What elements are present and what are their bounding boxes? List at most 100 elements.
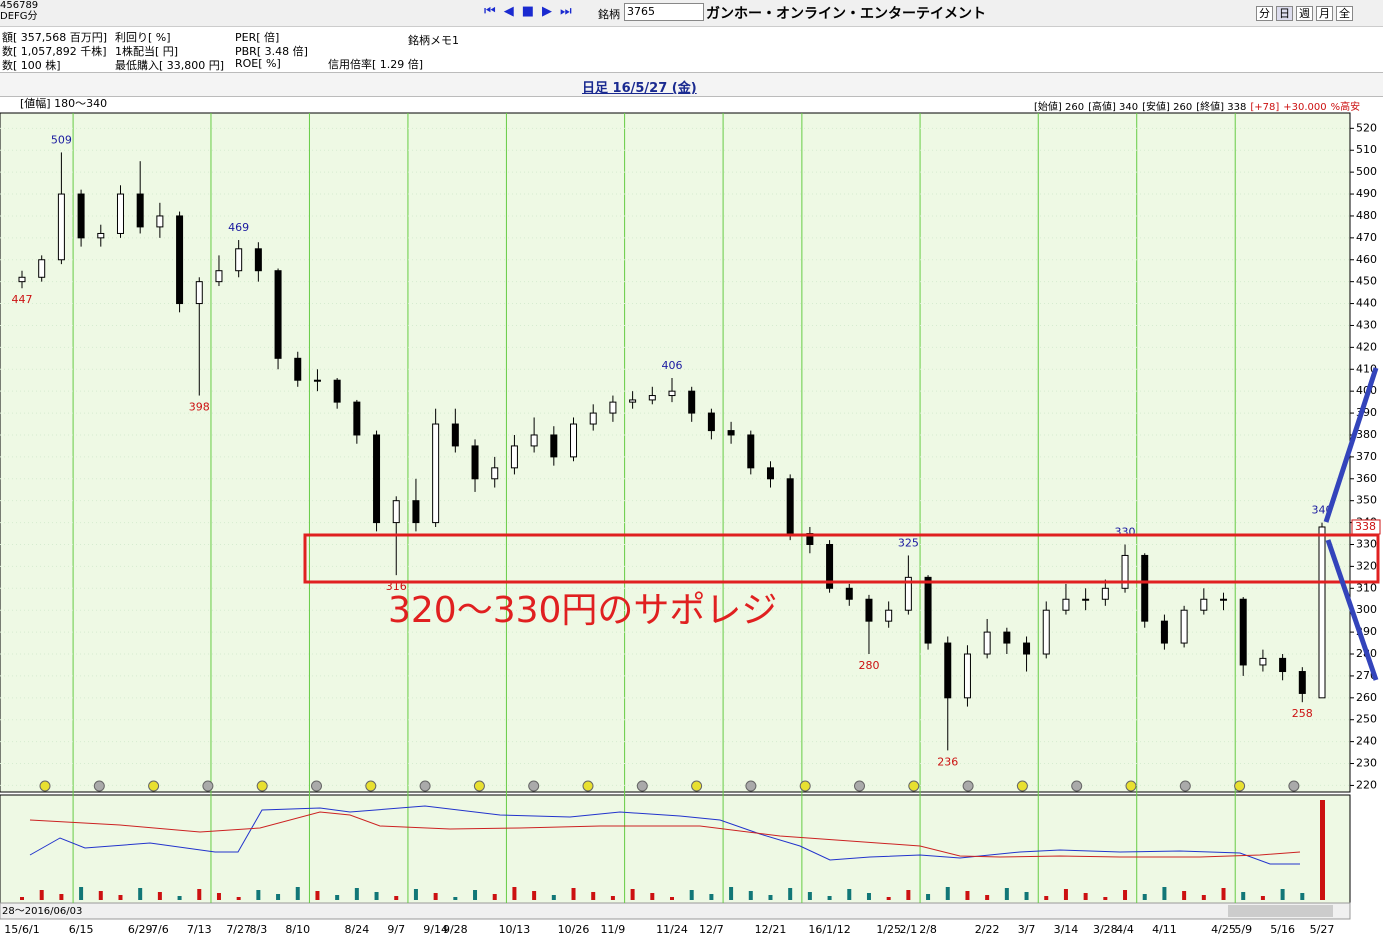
period-button[interactable]: 分 xyxy=(1256,6,1273,21)
x-tick-label: 9/7 xyxy=(387,923,405,936)
period-button[interactable]: 全 xyxy=(1336,6,1353,21)
candle-body xyxy=(176,215,184,305)
company-name: ガンホー・オンライン・エンターテイメント xyxy=(706,6,986,22)
volume-bar xyxy=(630,889,635,900)
x-tick-label: 7/13 xyxy=(187,923,212,936)
volume-bar xyxy=(413,889,418,900)
ohlc-item: +30.000 xyxy=(1283,102,1327,113)
candle-body xyxy=(766,467,774,480)
candle-body xyxy=(195,281,203,305)
x-tick-label: 8/3 xyxy=(250,923,268,936)
toolbar: 456789 DEFG分 ⏮◀■▶⏭ 銘柄 3765 ガンホー・オンライン・エンタ… xyxy=(0,0,1383,27)
volume-bar xyxy=(729,887,734,900)
volume-bar xyxy=(709,894,714,900)
period-buttons: 分日週月全 xyxy=(1256,5,1356,21)
high-label: 406 xyxy=(662,359,683,372)
y-tick-label: 300 xyxy=(1356,603,1377,616)
x-tick-label: 10/26 xyxy=(558,923,590,936)
volume-bar xyxy=(591,892,596,900)
volume-bar xyxy=(1182,891,1187,900)
volume-bar xyxy=(807,892,812,900)
candle-body xyxy=(1318,526,1326,699)
scrollbar[interactable] xyxy=(0,902,1351,920)
candle-body xyxy=(1101,587,1109,600)
low-label: 236 xyxy=(937,755,958,768)
volume-bar xyxy=(748,891,753,900)
volume-bar xyxy=(1024,892,1029,900)
nav-buttons[interactable]: ⏮◀■▶⏭ xyxy=(484,4,580,19)
candle-body xyxy=(609,401,617,414)
y-tick-label: 500 xyxy=(1356,165,1377,178)
candle-body xyxy=(1298,671,1306,694)
y-tick-label: 440 xyxy=(1356,297,1377,310)
candle-body xyxy=(1121,554,1129,589)
x-tick-label: 4/11 xyxy=(1152,923,1177,936)
volume-bar xyxy=(532,891,537,900)
scroll-thumb[interactable] xyxy=(1228,905,1333,917)
candle-body xyxy=(1180,609,1188,644)
candle-body xyxy=(688,390,696,414)
candle-body xyxy=(1279,657,1287,673)
candle-body xyxy=(1239,598,1247,666)
x-tick-label: 3/7 xyxy=(1018,923,1036,936)
y-tick-label: 230 xyxy=(1356,757,1377,770)
candle-body xyxy=(235,248,243,272)
event-marker xyxy=(202,780,214,792)
volume-bar xyxy=(315,891,320,900)
symbol-input[interactable]: 3765 xyxy=(624,3,704,21)
event-marker xyxy=(473,780,485,792)
high-label: 469 xyxy=(228,221,249,234)
y-tick-label: 410 xyxy=(1356,362,1377,375)
event-marker xyxy=(1071,780,1083,792)
period-button[interactable]: 月 xyxy=(1316,6,1333,21)
ohlc-header: [始値] 260 [高値] 340 [安値] 260 [終値] 338 [+78] +30… xyxy=(1034,98,1364,113)
indicator-line xyxy=(29,811,1301,858)
volume-bar xyxy=(374,892,379,900)
info-item: 利回り[ %] xyxy=(115,31,171,44)
candle-body xyxy=(944,642,952,699)
counter-text: 456789 xyxy=(0,0,39,11)
volume-bar xyxy=(650,893,655,900)
candle-body xyxy=(313,379,321,382)
candle-body xyxy=(747,434,755,469)
x-tick-label: 5/27 xyxy=(1310,923,1335,936)
volume-bar xyxy=(1063,889,1068,900)
x-tick-label: 11/9 xyxy=(601,923,626,936)
info-item: 1株配当[ 円] xyxy=(115,45,179,58)
candle-body xyxy=(491,467,499,480)
volume-bar xyxy=(926,894,931,900)
period-button[interactable]: 日 xyxy=(1276,6,1293,21)
x-tick-label: 7/27 xyxy=(226,923,251,936)
x-tick-label: 2/8 xyxy=(919,923,937,936)
volume-bar xyxy=(236,897,241,900)
x-tick-label: 12/21 xyxy=(755,923,787,936)
indicator-area xyxy=(0,794,1351,904)
info-item: 最低購入[ 33,800 円] xyxy=(115,59,225,72)
memo[interactable]: 銘柄メモ1 xyxy=(408,34,459,47)
volume-bar xyxy=(847,889,852,900)
x-tick-label: 4/25 xyxy=(1211,923,1236,936)
candle-body xyxy=(451,423,459,447)
volume-bar xyxy=(1201,895,1206,900)
y-tick-label: 330 xyxy=(1356,537,1377,550)
high-label: 509 xyxy=(51,133,72,146)
candle-body xyxy=(1200,598,1208,611)
event-marker xyxy=(311,780,322,792)
x-tick-label: 5/16 xyxy=(1270,923,1295,936)
event-marker xyxy=(582,780,594,792)
volume-bar xyxy=(335,895,340,900)
candle-body xyxy=(1082,598,1090,601)
candle-body xyxy=(648,395,656,401)
event-marker xyxy=(365,780,377,792)
volume-bar xyxy=(433,893,438,900)
volume-bar xyxy=(118,895,123,900)
x-tick-label: 6/15 xyxy=(69,923,94,936)
x-tick-label: 5/9 xyxy=(1234,923,1252,936)
candle-body xyxy=(1220,598,1228,601)
event-marker xyxy=(745,780,757,792)
candle-body xyxy=(510,445,518,469)
candle-body xyxy=(432,423,440,524)
period-button[interactable]: 週 xyxy=(1296,6,1313,21)
candle-body xyxy=(97,232,105,239)
event-marker xyxy=(148,780,160,792)
